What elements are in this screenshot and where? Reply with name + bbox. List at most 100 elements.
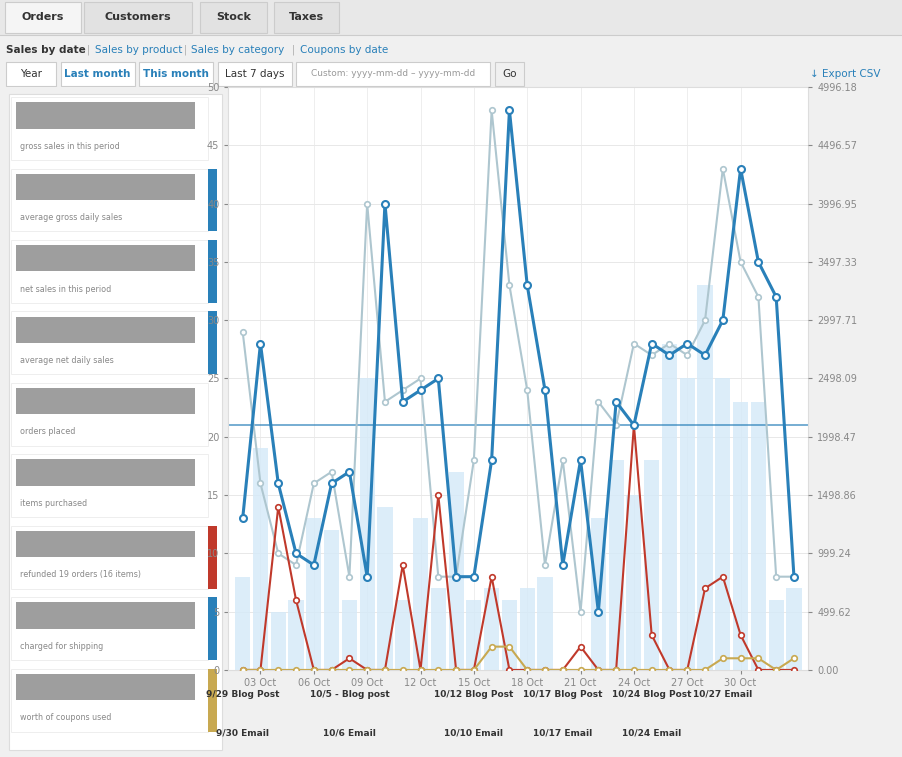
Bar: [0, 0, 902, 35]
Bar: [519, 588, 534, 670]
FancyBboxPatch shape: [6, 62, 56, 86]
Text: 10/10 Email: 10/10 Email: [444, 728, 502, 737]
Bar: [15, 459, 195, 486]
Bar: [626, 495, 640, 670]
Bar: [750, 402, 765, 670]
Bar: [661, 344, 676, 670]
Bar: [253, 448, 268, 670]
Bar: [768, 600, 783, 670]
Bar: [11, 454, 208, 517]
Text: |: |: [291, 45, 295, 55]
Bar: [208, 169, 217, 232]
Text: 10/24 Blog Post: 10/24 Blog Post: [612, 690, 691, 699]
Text: Stock: Stock: [216, 12, 251, 23]
FancyBboxPatch shape: [5, 2, 81, 33]
Bar: [11, 240, 208, 303]
Bar: [288, 600, 303, 670]
Text: 10/17 Blog Post: 10/17 Blog Post: [522, 690, 602, 699]
Text: worth of coupons used: worth of coupons used: [20, 713, 112, 722]
Bar: [208, 311, 217, 375]
Text: Sales by product: Sales by product: [95, 45, 182, 55]
Bar: [608, 460, 623, 670]
Bar: [342, 600, 356, 670]
Text: charged for shipping: charged for shipping: [20, 642, 104, 651]
Text: gross sales in this period: gross sales in this period: [20, 142, 120, 151]
Bar: [679, 378, 694, 670]
Bar: [15, 531, 195, 557]
Bar: [11, 97, 208, 160]
Text: Orders: Orders: [22, 12, 64, 23]
FancyBboxPatch shape: [217, 62, 291, 86]
Bar: [502, 600, 517, 670]
FancyBboxPatch shape: [84, 2, 192, 33]
Bar: [15, 674, 195, 700]
Bar: [786, 588, 801, 670]
Text: |: |: [87, 45, 90, 55]
Text: 10/17 Email: 10/17 Email: [532, 728, 592, 737]
Text: Last month: Last month: [64, 69, 131, 79]
Text: Coupons by date: Coupons by date: [299, 45, 388, 55]
Text: 10/6 Email: 10/6 Email: [323, 728, 375, 737]
Bar: [15, 245, 195, 272]
Bar: [271, 612, 286, 670]
Text: average gross daily sales: average gross daily sales: [20, 213, 123, 222]
FancyBboxPatch shape: [296, 62, 490, 86]
Text: Last 7 days: Last 7 days: [225, 69, 284, 79]
Text: 10/24 Email: 10/24 Email: [621, 728, 681, 737]
Bar: [448, 472, 463, 670]
Text: 10/27 Email: 10/27 Email: [693, 690, 751, 699]
Text: |: |: [183, 45, 187, 55]
Text: average net daily sales: average net daily sales: [20, 356, 114, 365]
Bar: [208, 526, 217, 589]
Bar: [377, 506, 392, 670]
Bar: [395, 600, 410, 670]
Bar: [235, 577, 250, 670]
Text: ↓ Export CSV: ↓ Export CSV: [809, 69, 879, 79]
Bar: [11, 311, 208, 375]
Bar: [11, 668, 208, 732]
Text: Customers: Customers: [105, 12, 171, 23]
Text: Sales by date: Sales by date: [6, 45, 86, 55]
Text: orders placed: orders placed: [20, 428, 76, 437]
FancyBboxPatch shape: [494, 62, 523, 86]
Bar: [643, 460, 658, 670]
Bar: [11, 597, 208, 660]
Text: This month: This month: [143, 69, 208, 79]
Text: Go: Go: [502, 69, 516, 79]
Bar: [15, 102, 195, 129]
Text: 10/12 Blog Post: 10/12 Blog Post: [434, 690, 513, 699]
Text: Custom: yyyy-mm-dd – yyyy-mm-dd: Custom: yyyy-mm-dd – yyyy-mm-dd: [311, 70, 474, 79]
Bar: [208, 240, 217, 303]
FancyBboxPatch shape: [60, 62, 134, 86]
Text: net sales in this period: net sales in this period: [20, 285, 111, 294]
FancyBboxPatch shape: [139, 62, 213, 86]
Text: 9/29 Blog Post: 9/29 Blog Post: [206, 690, 279, 699]
Bar: [15, 173, 195, 200]
Text: refunded 19 orders (16 items): refunded 19 orders (16 items): [20, 571, 141, 579]
Bar: [537, 577, 552, 670]
Bar: [359, 378, 374, 670]
Text: 9/30 Email: 9/30 Email: [216, 728, 269, 737]
Bar: [590, 519, 605, 670]
Bar: [412, 519, 428, 670]
Bar: [15, 603, 195, 629]
Text: Sales by category: Sales by category: [191, 45, 284, 55]
Text: items purchased: items purchased: [20, 499, 87, 508]
Bar: [696, 285, 712, 670]
Bar: [11, 383, 208, 446]
Bar: [714, 378, 730, 670]
Bar: [306, 519, 321, 670]
Text: 10/5 - Blog post: 10/5 - Blog post: [309, 690, 389, 699]
Bar: [324, 530, 339, 670]
Text: Taxes: Taxes: [289, 12, 323, 23]
Bar: [15, 316, 195, 343]
Bar: [11, 526, 208, 589]
Bar: [15, 388, 195, 414]
Bar: [483, 588, 499, 670]
Bar: [465, 600, 481, 670]
Bar: [208, 668, 217, 732]
Bar: [430, 588, 446, 670]
FancyBboxPatch shape: [199, 2, 267, 33]
Text: Year: Year: [20, 69, 42, 79]
FancyBboxPatch shape: [273, 2, 338, 33]
